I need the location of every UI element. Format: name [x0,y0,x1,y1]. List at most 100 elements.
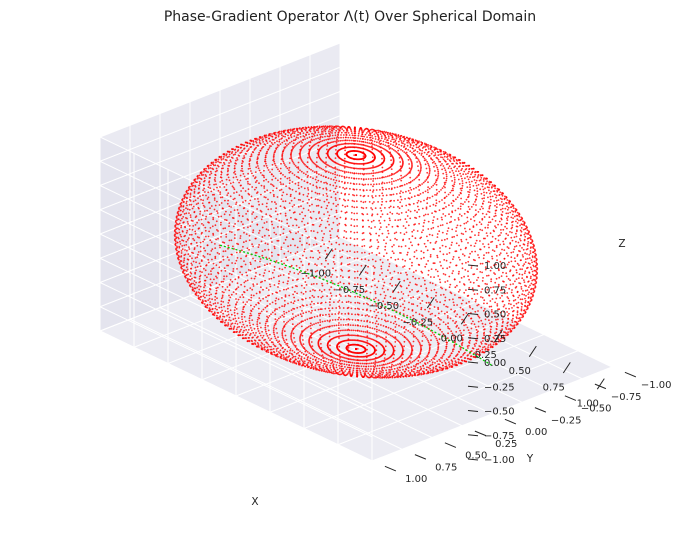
sphere-point [500,232,502,234]
sphere-point [252,323,255,326]
sphere-point [458,183,461,185]
sphere-point [224,270,227,272]
sphere-point [211,225,214,228]
sphere-point [243,156,246,159]
sphere-point [209,239,212,242]
sphere-point [295,127,298,130]
sphere-point [425,167,428,170]
sphere-point [404,137,407,140]
sphere-point [283,162,285,165]
sphere-point [195,203,198,206]
sphere-point [387,141,389,144]
sphere-point [526,267,528,270]
sphere-point [353,188,356,191]
sphere-point [451,236,454,239]
sphere-point [345,131,348,134]
sphere-point [383,357,386,359]
sphere-point [500,275,503,277]
sphere-point [350,218,353,220]
sphere-point [430,339,432,342]
sphere-point [394,320,397,323]
sphere-point [228,179,231,182]
sphere-point [377,171,380,174]
sphere-point [408,156,410,159]
sphere-point [280,132,283,135]
sphere-point [222,280,225,283]
sphere-point [406,155,409,157]
sphere-point [349,136,352,139]
sphere-point [299,240,301,243]
sphere-point [297,205,300,208]
sphere-point [432,262,435,265]
sphere-point [374,290,377,293]
sphere-point [460,169,463,172]
sphere-point [198,174,201,177]
sphere-point [288,209,291,212]
sphere-point [454,335,457,338]
sphere-point [531,270,534,273]
sphere-point [298,266,301,269]
sphere-point [258,139,261,142]
sphere-point [315,165,318,168]
sphere-point [342,242,345,245]
sphere-point [230,206,233,208]
sphere-point [277,179,279,182]
sphere-point [405,174,408,177]
sphere-point [387,135,390,138]
sphere-point [389,143,392,146]
sphere-point [435,183,438,186]
sphere-point [265,164,268,167]
sphere-point [289,188,291,190]
sphere-point [437,154,440,157]
sphere-point [359,172,362,175]
sphere-point [485,182,488,185]
sphere-point [392,193,395,196]
sphere-point [477,315,480,318]
sphere-point [510,236,513,239]
sphere-point [421,142,424,144]
sphere-point [490,241,492,244]
sphere-point [263,185,266,188]
sphere-point [313,138,315,141]
sphere-point [482,180,485,182]
sphere-point [497,285,500,288]
sphere-point [233,209,236,212]
sphere-point [263,165,266,167]
sphere-point [270,183,272,186]
sphere-point [455,198,457,201]
sphere-point [373,278,376,280]
sphere-point [391,138,394,141]
sphere-point [481,271,483,274]
sphere-point [382,140,385,143]
sphere-point [313,130,315,132]
sphere-point [216,200,218,203]
sphere-point [338,174,341,177]
sphere-point [506,205,508,208]
sphere-point [489,221,492,224]
sphere-point [300,178,303,181]
sphere-point [519,238,521,240]
sphere-point [427,239,429,242]
sphere-point [397,219,400,222]
sphere-point [497,235,500,237]
sphere-point [275,327,278,330]
sphere-point [521,273,524,276]
sphere-point [425,263,428,266]
sphere-point [445,179,448,182]
sphere-point [486,186,489,189]
sphere-point [250,205,253,208]
sphere-point [507,215,509,218]
sphere-point [282,191,285,194]
sphere-point [234,223,237,225]
sphere-point [215,167,218,170]
sphere-point [350,130,353,133]
sphere-point [194,266,197,269]
sphere-point [348,256,351,259]
sphere-point [180,252,183,254]
sphere-point [463,222,466,225]
sphere-point [248,163,251,166]
sphere-point [261,254,264,257]
sphere-point [524,289,527,292]
sphere-point [389,155,392,158]
sphere-point [398,153,400,156]
